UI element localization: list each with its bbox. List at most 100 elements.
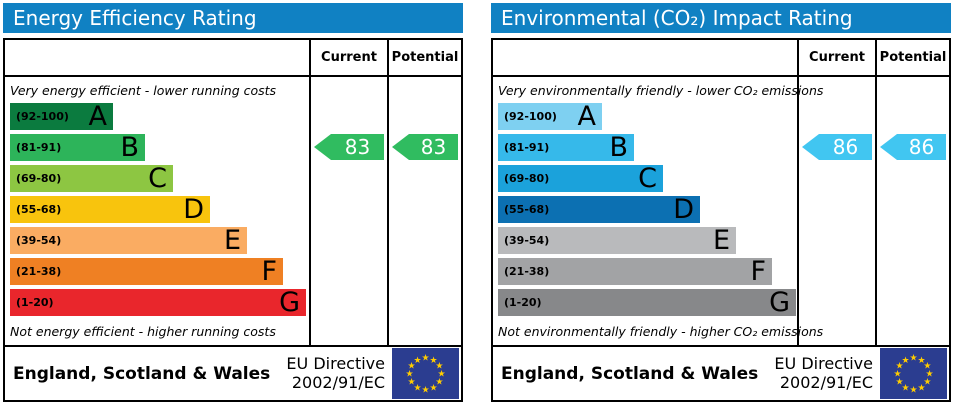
energy-panel-title: Energy Efficiency Rating [3,3,463,33]
environmental-bottom-note: Not environmentally friendly - higher CO… [498,324,824,339]
band-letter: C [148,163,167,194]
band-letter: C [638,163,657,194]
band-row-F: (21-38) F [498,258,797,289]
energy-current-rating-arrow: 83 [314,134,384,160]
energy-header-spacer [5,40,309,75]
energy-bands: (92-100) A (81-91) B (69-80) C (55-68) D (39-54)… [10,103,309,320]
environmental-impact-panel: Environmental (CO₂) Impact Rating Curren… [491,3,951,402]
eu-star-icon: ★ [923,378,931,388]
eu-star-icon: ★ [901,384,909,394]
environmental-table-footer: England, Scotland & Wales EU Directive 2… [493,345,949,400]
environmental-table-header-row: Current Potential [493,40,949,77]
eu-star-icon: ★ [405,370,413,380]
band-range-label: (92-100) [504,110,557,123]
left-arrow-head-icon [880,134,897,160]
band-range-label: (21-38) [504,265,550,278]
band-row-E: (39-54) E [498,227,797,258]
energy-rating-table: Current Potential Very energy efficient … [3,38,463,402]
band-letter: B [609,132,628,163]
band-bar-E: (39-54) E [10,227,247,254]
environmental-current-header: Current [797,40,875,75]
band-row-G: (1-20) G [498,289,797,320]
environmental-header-spacer [493,40,797,75]
region-label: England, Scotland & Wales [501,363,759,384]
band-row-D: (55-68) D [498,196,797,227]
eu-star-icon: ★ [923,362,931,372]
band-bar-D: (55-68) D [10,196,210,223]
band-letter: F [261,256,277,287]
band-bar-E: (39-54) E [498,227,736,254]
eu-star-icon: ★ [917,384,925,394]
band-range-label: (81-91) [16,141,62,154]
band-range-label: (39-54) [504,234,550,247]
band-bar-B: (81-91) B [498,134,634,161]
environmental-rating-table: Current Potential Very environmentally f… [491,38,951,402]
band-bar-D: (55-68) D [498,196,700,223]
band-range-label: (55-68) [16,203,62,216]
band-bar-G: (1-20) G [498,289,796,316]
band-letter: A [577,101,596,132]
left-arrow-head-icon [802,134,819,160]
band-range-label: (69-80) [504,172,550,185]
eu-star-icon: ★ [909,354,917,364]
band-row-D: (55-68) D [10,196,309,227]
band-row-G: (1-20) G [10,289,309,320]
eu-flag-icon: ★ ★★★★★★★★★★★ [392,348,459,399]
energy-efficiency-panel: Energy Efficiency Rating Current Potenti… [3,3,463,402]
eu-star-icon: ★ [901,356,909,366]
environmental-panel-title: Environmental (CO₂) Impact Rating [491,3,951,33]
band-letter: B [120,132,139,163]
band-range-label: (1-20) [16,296,54,309]
band-bar-C: (69-80) C [10,165,173,192]
eu-star-icon: ★ [896,362,904,372]
region-label: England, Scotland & Wales [13,363,271,384]
band-row-B: (81-91) B [10,134,309,165]
eu-star-icon: ★ [408,378,416,388]
band-letter: A [88,101,107,132]
eu-directive-line1: EU Directive [774,353,873,373]
eu-star-icon: ★ [917,356,925,366]
band-letter: D [183,194,204,225]
band-letter: E [223,225,241,256]
eu-star-icon: ★ [909,386,917,396]
eu-directive-line1: EU Directive [286,353,385,373]
energy-potential-cell: 83 [387,77,461,345]
eu-star-icon: ★ [925,370,933,380]
energy-current-rating-value: 83 [331,134,384,160]
band-letter: G [769,287,790,318]
environmental-potential-rating-arrow: 86 [880,134,946,160]
energy-top-note: Very energy efficient - lower running co… [10,83,277,98]
band-letter: E [712,225,730,256]
band-range-label: (55-68) [504,203,550,216]
band-letter: D [673,194,694,225]
band-bar-F: (21-38) F [10,258,283,285]
energy-potential-rating-value: 83 [409,134,458,160]
eu-star-icon: ★ [421,386,429,396]
band-range-label: (39-54) [16,234,62,247]
band-range-label: (92-100) [16,110,69,123]
left-arrow-head-icon [314,134,331,160]
eu-directive-line2: 2002/91/EC [779,372,873,392]
eu-star-icon: ★ [421,354,429,364]
energy-table-header-row: Current Potential [5,40,461,77]
energy-bands-cell: Very energy efficient - lower running co… [5,77,309,345]
environmental-potential-header: Potential [875,40,949,75]
environmental-current-rating-arrow: 86 [802,134,872,160]
environmental-potential-rating-value: 86 [897,134,946,160]
band-bar-F: (21-38) F [498,258,772,285]
band-bar-C: (69-80) C [498,165,663,192]
eu-flag-icon: ★ ★★★★★★★★★★★ [880,348,947,399]
band-bar-B: (81-91) B [10,134,145,161]
environmental-table-body: Very environmentally friendly - lower CO… [493,77,949,345]
band-range-label: (81-91) [504,141,550,154]
energy-bottom-note: Not energy efficient - higher running co… [10,324,276,339]
eu-star-icon: ★ [896,378,904,388]
energy-potential-header: Potential [387,40,461,75]
eu-star-icon: ★ [893,370,901,380]
eu-star-icon: ★ [437,370,445,380]
band-row-F: (21-38) F [10,258,309,289]
band-bar-A: (92-100) A [498,103,602,130]
left-arrow-head-icon [392,134,409,160]
eu-star-icon: ★ [435,378,443,388]
